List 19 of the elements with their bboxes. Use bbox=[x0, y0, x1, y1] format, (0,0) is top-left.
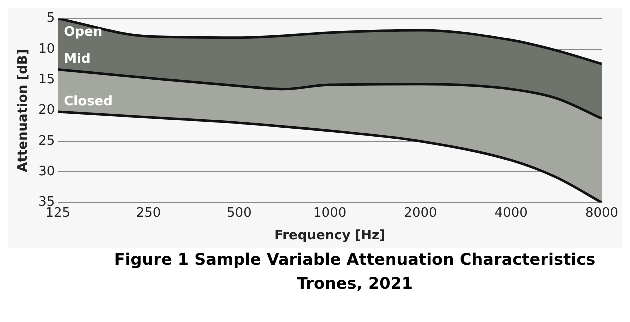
x-tick-label: 1000 bbox=[314, 206, 347, 221]
y-tick-label: 10 bbox=[38, 42, 56, 57]
x-tick-label: 2000 bbox=[404, 206, 438, 221]
x-tick-label: 500 bbox=[227, 206, 252, 221]
y-tick-label: 15 bbox=[38, 72, 56, 88]
y-tick-label: 30 bbox=[38, 164, 56, 180]
y-tick-label: 20 bbox=[38, 103, 56, 118]
series-label: Closed bbox=[64, 94, 113, 110]
y-axis-title: Attenuation [dB] bbox=[16, 49, 32, 172]
x-tick-label: 250 bbox=[136, 206, 162, 221]
y-tick-label: 25 bbox=[38, 134, 56, 149]
caption: Figure 1 Sample Variable Attenuation Characteristics bbox=[113, 249, 597, 271]
series-label: Open bbox=[64, 25, 103, 40]
x-axis-title: Frequency [Hz] bbox=[274, 228, 386, 244]
text: Trones, 2021 bbox=[296, 273, 414, 295]
series-label: Mid bbox=[64, 52, 91, 68]
x-tick-label: 4000 bbox=[494, 206, 528, 221]
x-tick-label: 8000 bbox=[585, 206, 619, 221]
y-tick-label: 5 bbox=[46, 11, 56, 26]
